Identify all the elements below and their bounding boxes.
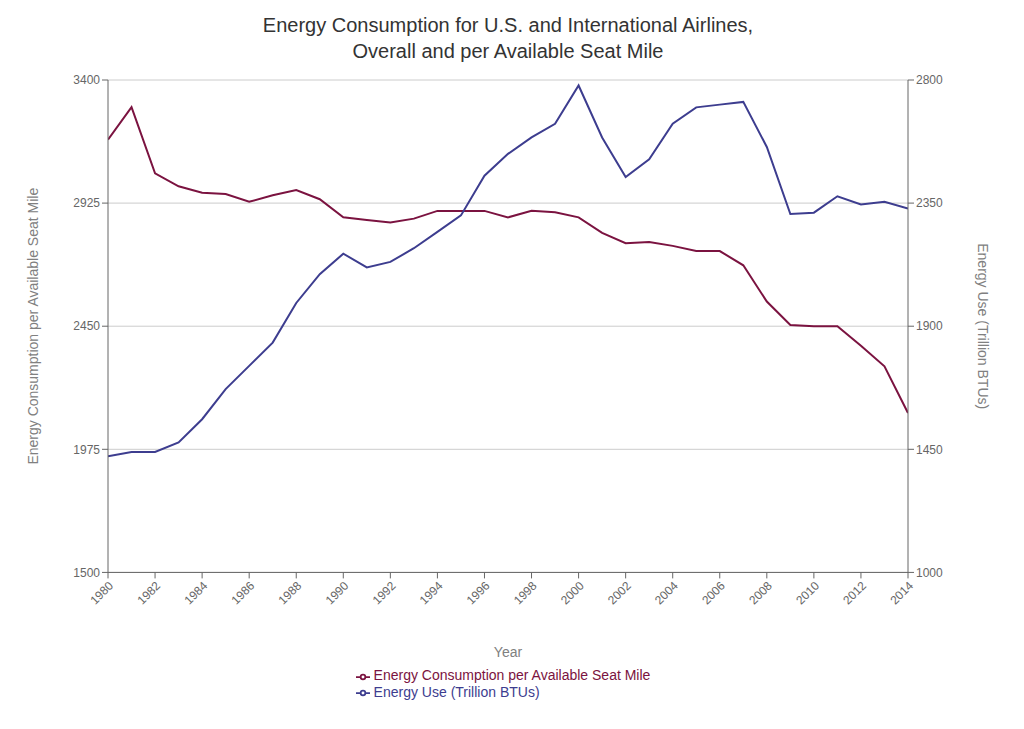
html-text:Energy Consumption per Availab: Energy Consumption per Available Seat Mi…: [373, 667, 651, 684]
svg-text:2006: 2006: [699, 578, 728, 607]
svg-text:2350: 2350: [916, 196, 943, 210]
svg-text:1992: 1992: [370, 578, 399, 607]
svg-text:Energy Use (Trillion BTUs): Energy Use (Trillion BTUs): [975, 243, 991, 409]
svg-text:2012: 2012: [840, 578, 869, 607]
svg-text:1986: 1986: [229, 578, 258, 607]
svg-text:2004: 2004: [652, 578, 681, 607]
svg-text:1984: 1984: [181, 578, 210, 607]
svg-text:2450: 2450: [73, 319, 100, 333]
svg-text:3400: 3400: [73, 73, 100, 87]
svg-text:2008: 2008: [746, 578, 775, 607]
svg-text:2925: 2925: [73, 196, 100, 210]
svg-text:Energy Consumption per Availab: Energy Consumption per Available Seat Mi…: [25, 188, 41, 465]
svg-text:1996: 1996: [464, 578, 493, 607]
svg-text:1994: 1994: [417, 578, 446, 607]
svg-text:1500: 1500: [73, 566, 100, 580]
svg-text:1980: 1980: [87, 578, 116, 607]
svg-text:1450: 1450: [916, 443, 943, 457]
svg-text:1000: 1000: [916, 566, 943, 580]
html-text:Energy Use (Trillion BTUs): Energy Use (Trillion BTUs): [373, 683, 540, 700]
svg-text:1988: 1988: [276, 578, 305, 607]
svg-text:2800: 2800: [916, 73, 943, 87]
html-text:Overall and per Available Seat: Overall and per Available Seat Mile: [352, 40, 664, 62]
svg-text:1975: 1975: [73, 443, 100, 457]
svg-text:2014: 2014: [887, 578, 916, 607]
svg-text:2000: 2000: [558, 578, 587, 607]
svg-text:Year: Year: [494, 644, 523, 660]
html-text:Energy Consumption for U.S. an: Energy Consumption for U.S. and Internat…: [262, 14, 754, 36]
svg-text:2010: 2010: [793, 578, 822, 607]
svg-text:2002: 2002: [605, 578, 634, 607]
svg-text:1990: 1990: [323, 578, 352, 607]
svg-text:1982: 1982: [134, 578, 163, 607]
svg-text:1900: 1900: [916, 319, 943, 333]
svg-text:1998: 1998: [511, 578, 540, 607]
